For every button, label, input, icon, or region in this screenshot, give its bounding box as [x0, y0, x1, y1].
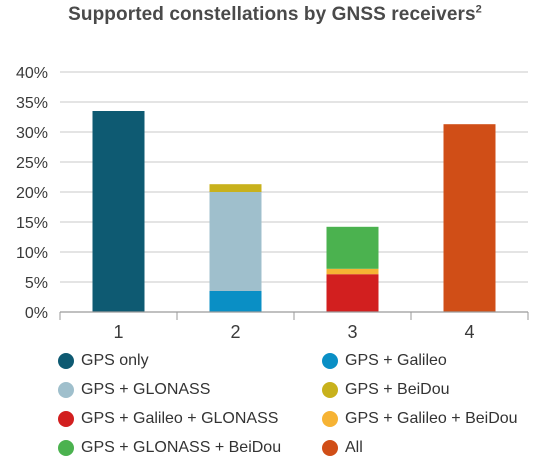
legend-swatch [58, 440, 74, 456]
legend-item: GPS only [58, 350, 149, 372]
legend-item: GPS + GLONASS + BeiDou [58, 437, 281, 459]
legend-swatch [322, 440, 338, 456]
y-tick-label: 15% [16, 215, 48, 232]
legend-label: GPS + Galileo + GLONASS [81, 410, 279, 427]
legend-label: GPS + BeiDou [345, 381, 450, 398]
legend-label: GPS + GLONASS + BeiDou [81, 439, 282, 456]
chart-title-text: Supported constellations by GNSS receive… [68, 4, 476, 25]
bar-segment-gps-glonass-beidou [326, 226, 379, 269]
legend-item: GPS + BeiDou [322, 379, 450, 401]
x-tick-label: 4 [464, 322, 474, 342]
x-tick-label: 1 [113, 322, 123, 342]
legend-label: GPS + Galileo [345, 352, 447, 369]
bar-segment-gps-beidou [209, 184, 262, 192]
title-footnote: 2 [475, 3, 482, 16]
bar-segment-gps-glonass [209, 192, 262, 291]
x-tick-label: 2 [230, 322, 240, 342]
legend-label: GPS + Galileo + BeiDou [345, 410, 518, 427]
y-tick-label: 5% [25, 275, 48, 292]
bar-segment-gps-galileo [209, 291, 262, 312]
legend-label: GPS only [81, 352, 149, 369]
y-tick-label: 0% [25, 305, 48, 322]
legend-item: All [322, 437, 363, 459]
y-tick-label: 10% [16, 245, 48, 262]
legend-swatch [322, 411, 338, 427]
y-tick-label: 40% [16, 65, 48, 82]
chart-title: Supported constellations by GNSS receive… [0, 4, 550, 26]
legend-swatch [322, 353, 338, 369]
bar-segment-gps-galileo-beidou [326, 268, 379, 275]
legend-item: GPS + Galileo [322, 350, 447, 372]
x-tick-label: 3 [347, 322, 357, 342]
bar-segment-gps-galileo-glonass [326, 274, 379, 312]
legend-label: All [345, 439, 363, 456]
bar-segment-gps-only [92, 111, 145, 312]
legend-swatch [322, 382, 338, 398]
legend-item: GPS + GLONASS [58, 379, 210, 401]
bar-segment-all [443, 124, 496, 312]
y-tick-label: 25% [16, 155, 48, 172]
legend-swatch [58, 353, 74, 369]
legend-item: GPS + Galileo + GLONASS [58, 408, 278, 430]
y-tick-label: 30% [16, 125, 48, 142]
legend-swatch [58, 382, 74, 398]
legend-label: GPS + GLONASS [81, 381, 211, 398]
legend-swatch [58, 411, 74, 427]
y-tick-label: 35% [16, 95, 48, 112]
y-tick-label: 20% [16, 185, 48, 202]
legend-item: GPS + Galileo + BeiDou [322, 408, 518, 430]
